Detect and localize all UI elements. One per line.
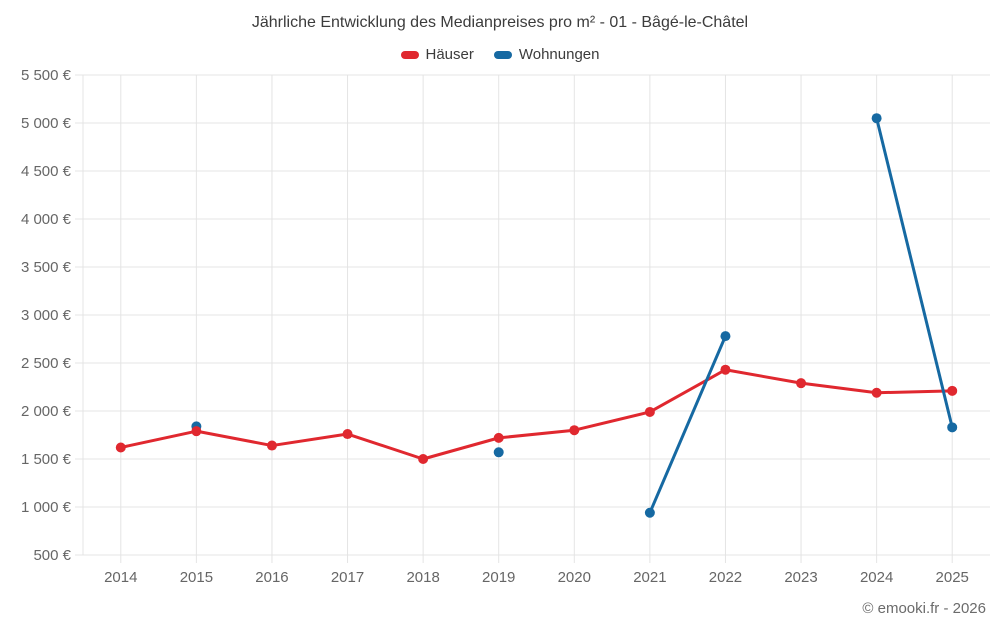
svg-text:2015: 2015 bbox=[180, 569, 213, 586]
legend-item-wohnungen[interactable]: Wohnungen bbox=[493, 46, 600, 63]
legend-item-label: Häuser bbox=[425, 46, 474, 63]
svg-text:2014: 2014 bbox=[104, 569, 137, 586]
svg-text:2023: 2023 bbox=[784, 569, 817, 586]
wohnungen-series-swatch-icon bbox=[493, 50, 512, 59]
svg-text:2 000 €: 2 000 € bbox=[21, 403, 72, 420]
svg-text:4 500 €: 4 500 € bbox=[21, 163, 72, 180]
svg-text:2020: 2020 bbox=[558, 569, 591, 586]
svg-text:5 000 €: 5 000 € bbox=[21, 115, 72, 132]
svg-text:3 000 €: 3 000 € bbox=[21, 307, 72, 324]
svg-text:1 500 €: 1 500 € bbox=[21, 451, 72, 468]
legend-item-label: Wohnungen bbox=[518, 46, 600, 63]
svg-text:2016: 2016 bbox=[255, 569, 288, 586]
svg-text:4 000 €: 4 000 € bbox=[21, 211, 72, 228]
chart-legend: Häuser Wohnungen bbox=[0, 46, 1000, 63]
copyright-note: © emooki.fr - 2026 bbox=[862, 600, 986, 617]
svg-text:3 500 €: 3 500 € bbox=[21, 259, 72, 276]
svg-text:2022: 2022 bbox=[709, 569, 742, 586]
svg-text:2 500 €: 2 500 € bbox=[21, 355, 72, 372]
svg-text:2021: 2021 bbox=[633, 569, 666, 586]
svg-text:2017: 2017 bbox=[331, 569, 364, 586]
page-title: Jährliche Entwicklung des Medianpreises … bbox=[251, 14, 749, 31]
legend-item-haeuser[interactable]: Häuser bbox=[400, 46, 474, 63]
svg-text:2019: 2019 bbox=[482, 569, 515, 586]
svg-text:2018: 2018 bbox=[406, 569, 439, 586]
svg-text:2024: 2024 bbox=[860, 569, 893, 586]
haeuser-series-swatch-icon bbox=[400, 50, 419, 59]
svg-text:5 500 €: 5 500 € bbox=[21, 67, 72, 84]
svg-text:500 €: 500 € bbox=[33, 547, 71, 564]
svg-text:2025: 2025 bbox=[936, 569, 969, 586]
svg-text:1 000 €: 1 000 € bbox=[21, 499, 72, 516]
